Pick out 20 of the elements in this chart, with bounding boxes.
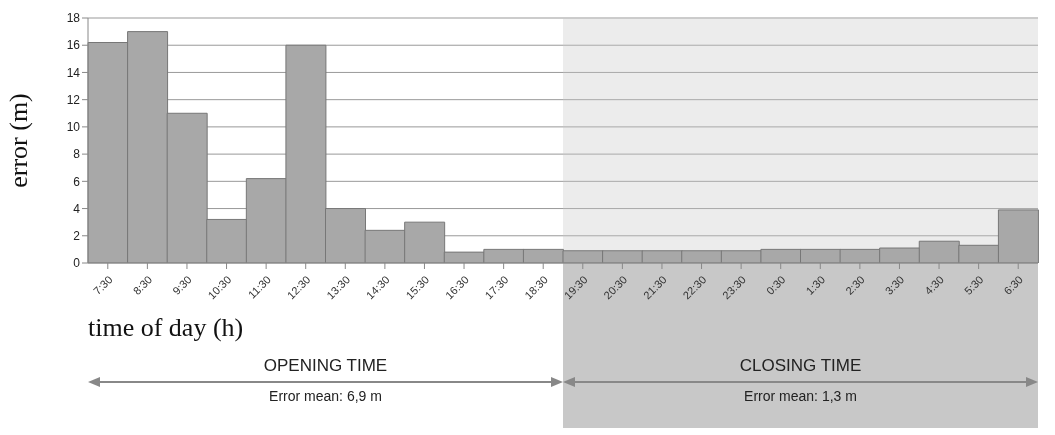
- x-tick-label: 4:30: [922, 273, 946, 298]
- y-tick-label: 2: [73, 229, 81, 244]
- y-axis-title: error (m): [4, 93, 34, 188]
- y-tick-label: 10: [66, 120, 81, 135]
- text: Error mean: 1,3 m: [743, 388, 858, 404]
- y-tick-label: 12: [66, 92, 81, 107]
- y-tick-label: 4: [73, 201, 81, 216]
- x-tick-label: 6:30: [1001, 273, 1026, 298]
- x-axis-title: time of day (h): [88, 313, 244, 343]
- text: Error mean: 6,9 m: [268, 388, 383, 404]
- y-tick-label: 14: [66, 65, 81, 80]
- y-tick-label: 6: [73, 174, 81, 189]
- y-tick-label: 0: [73, 256, 81, 271]
- text: OPENING TIME: [262, 356, 389, 376]
- y-tick-label: 16: [66, 38, 81, 53]
- y-tick-label: 18: [66, 11, 81, 26]
- x-tick-label: 7:30: [91, 273, 115, 298]
- text: CLOSING TIME: [738, 356, 863, 376]
- x-tick-label: 0:30: [763, 273, 788, 298]
- y-tick-label: 8: [73, 147, 81, 162]
